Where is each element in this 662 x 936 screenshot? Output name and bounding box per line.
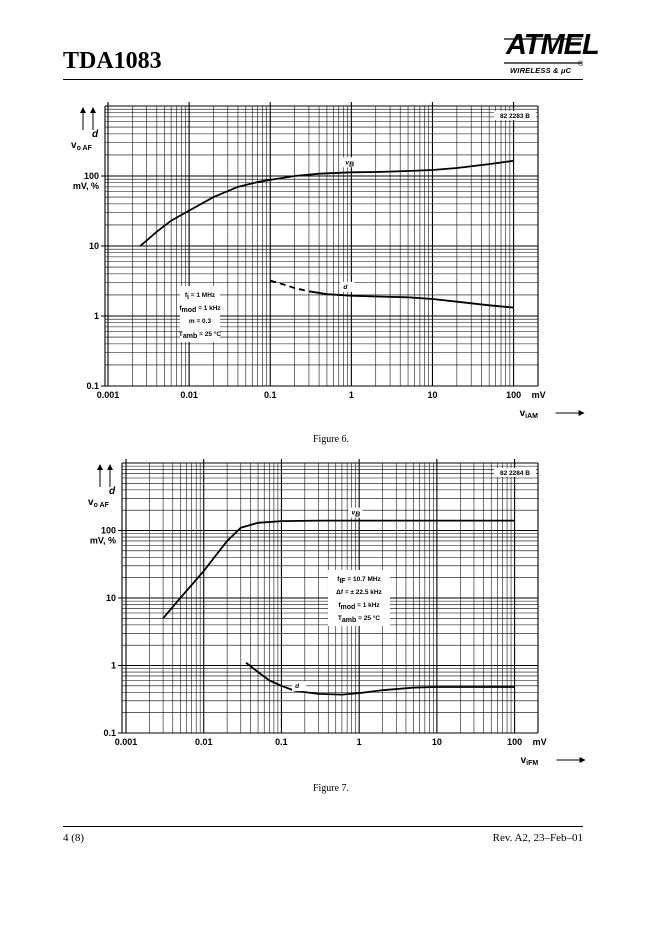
d-axis-arrowhead-icon xyxy=(107,464,113,470)
x-unit-label: mV xyxy=(533,737,547,747)
y-unit-label: mV, % xyxy=(90,536,116,546)
y-tick-label: 100 xyxy=(101,526,116,536)
y-unit-label: mV, % xyxy=(73,181,99,191)
x-tick-label: 1 xyxy=(349,390,354,400)
series-label: vB xyxy=(345,159,354,168)
x-tick-label: 0.1 xyxy=(264,390,277,400)
y-tick-label: 10 xyxy=(106,593,116,603)
series-label: vB xyxy=(351,510,360,519)
revision-info: Rev. A2, 23–Feb–01 xyxy=(492,832,583,844)
y-tick-label: 100 xyxy=(84,171,99,181)
d-axis-arrowhead-icon xyxy=(90,107,96,113)
x-tick-label: 100 xyxy=(507,737,522,747)
atmel-logo xyxy=(502,33,586,77)
y-axis-arrowhead-icon xyxy=(80,107,86,113)
series-v-line xyxy=(139,159,514,247)
x-tick-label: 0.001 xyxy=(115,737,138,747)
condition-text: Tamb = 25 °C xyxy=(338,614,380,624)
series-d-line xyxy=(245,661,515,696)
y-tick-label: 0.1 xyxy=(103,728,116,738)
x-tick-label: 10 xyxy=(427,390,437,400)
document-title: TDA1083 xyxy=(63,48,162,74)
x-tick-label: 0.001 xyxy=(97,390,120,400)
series-label-box xyxy=(342,157,357,168)
series-label: d xyxy=(295,683,300,690)
x-axis-arrowhead-icon xyxy=(578,410,585,416)
y-tick-label: 0.1 xyxy=(86,381,99,391)
y-axis-label: vo AF xyxy=(88,497,110,509)
x-tick-label: 1 xyxy=(357,737,362,747)
logo-stripes-icon xyxy=(504,38,582,64)
reference-label-box xyxy=(494,111,536,120)
x-tick-label: 0.01 xyxy=(195,737,213,747)
figure-6-caption: Figure 6. xyxy=(312,434,350,445)
y-axis-d-label: d xyxy=(109,486,116,497)
series-label-box xyxy=(340,281,355,292)
x-unit-label: mV xyxy=(532,390,546,400)
y-tick-label: 1 xyxy=(94,311,99,321)
condition-text: fIF = 10.7 MHz xyxy=(337,576,381,585)
condition-text: fmod = 1 kHz xyxy=(338,602,380,611)
condition-text: Tamb = 25 °C xyxy=(179,330,221,340)
x-axis-label: viAM xyxy=(520,408,539,420)
y-axis-d-label: d xyxy=(92,129,99,140)
series-label-box xyxy=(292,681,307,692)
condition-text: fmod = 1 kHz xyxy=(179,305,221,314)
series-label: d xyxy=(343,284,348,291)
series-v-line xyxy=(162,519,515,619)
footer-rule xyxy=(63,826,583,827)
x-tick-label: 0.01 xyxy=(180,390,198,400)
series-d-dashed-line xyxy=(269,279,310,293)
series-d-line xyxy=(308,290,514,309)
y-axis-label: vo AF xyxy=(71,140,93,152)
logo-registered-mark: ® xyxy=(578,61,584,68)
logo-text: ATMEL xyxy=(506,29,600,61)
chart-grid xyxy=(101,102,539,387)
series-label-box xyxy=(348,507,363,518)
logo-subtitle: WIRELESS & μC xyxy=(510,66,572,75)
x-tick-label: 0.1 xyxy=(275,737,288,747)
x-axis-label: viFM xyxy=(521,755,539,767)
y-tick-label: 10 xyxy=(89,241,99,251)
condition-text: fi = 1 MHz xyxy=(185,292,216,301)
conditions-box xyxy=(180,286,220,342)
x-tick-label: 10 xyxy=(432,737,442,747)
reference-label: 82 2284 B xyxy=(500,470,530,477)
reference-label: 82 2283 B xyxy=(500,113,530,120)
condition-text: Δf = ± 22.5 kHz xyxy=(336,589,382,596)
conditions-box xyxy=(328,570,390,626)
y-tick-label: 1 xyxy=(111,661,116,671)
x-tick-label: 100 xyxy=(506,390,521,400)
x-axis-arrowhead-icon xyxy=(579,757,586,763)
figure-7-caption: Figure 7. xyxy=(312,783,350,794)
reference-label-box xyxy=(494,468,536,477)
y-axis-arrowhead-icon xyxy=(97,464,103,470)
condition-text: m = 0.3 xyxy=(189,318,212,325)
page-number: 4 (8) xyxy=(63,832,85,844)
header-rule xyxy=(63,79,583,80)
